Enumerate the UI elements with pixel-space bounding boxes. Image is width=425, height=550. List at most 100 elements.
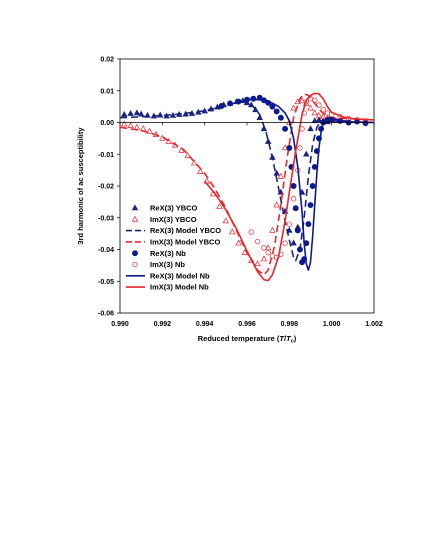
series-line bbox=[120, 100, 374, 262]
data-point bbox=[281, 144, 289, 151]
data-point bbox=[290, 239, 297, 246]
x-tick-label: 1.002 bbox=[365, 321, 383, 328]
data-point bbox=[277, 172, 285, 179]
data-point bbox=[286, 221, 292, 227]
data-point bbox=[261, 245, 267, 251]
legend-entry-label: ImX(3) Model YBCO bbox=[150, 238, 220, 247]
series-2 bbox=[120, 100, 374, 262]
data-point bbox=[121, 110, 128, 117]
legend-entry-label: ReX(3) Model Nb bbox=[150, 271, 210, 280]
y-tick-label: 0.00 bbox=[100, 120, 114, 127]
data-point bbox=[137, 110, 145, 117]
data-point bbox=[294, 227, 301, 234]
data-point bbox=[298, 97, 306, 104]
data-point bbox=[165, 137, 172, 144]
data-point bbox=[319, 113, 327, 120]
data-point bbox=[286, 144, 293, 151]
y-tick-label: -0.03 bbox=[98, 215, 114, 222]
data-point bbox=[254, 238, 261, 245]
data-point bbox=[218, 103, 225, 109]
data-point bbox=[290, 196, 297, 202]
data-point bbox=[127, 110, 134, 116]
data-point bbox=[315, 116, 323, 123]
data-point bbox=[235, 98, 242, 105]
data-point bbox=[248, 229, 254, 235]
data-point bbox=[169, 111, 177, 118]
data-point bbox=[305, 221, 312, 228]
data-point bbox=[309, 183, 316, 189]
data-point bbox=[362, 118, 369, 124]
data-point bbox=[252, 106, 259, 113]
data-point bbox=[265, 250, 271, 256]
data-point bbox=[320, 107, 326, 113]
data-point bbox=[222, 217, 230, 224]
data-point bbox=[273, 108, 280, 115]
data-point bbox=[282, 125, 289, 132]
data-point bbox=[307, 125, 314, 132]
legend-entry-label: ReX(3) Model YBCO bbox=[150, 226, 221, 235]
data-point bbox=[269, 226, 276, 233]
data-point bbox=[133, 123, 141, 130]
data-point bbox=[316, 102, 322, 108]
data-point bbox=[311, 109, 318, 116]
legend-entry-label: ReX(3) YBCO bbox=[150, 204, 198, 213]
legend-swatch bbox=[132, 250, 138, 257]
data-point bbox=[282, 240, 288, 246]
y-axis-label: 3rd harmonic of ac susceptibility bbox=[76, 127, 85, 245]
data-point bbox=[307, 202, 314, 208]
data-point bbox=[140, 125, 147, 132]
data-point bbox=[297, 145, 303, 151]
data-point bbox=[254, 260, 261, 267]
y-tick-label: -0.01 bbox=[98, 152, 114, 159]
y-tick-label: -0.06 bbox=[98, 311, 114, 318]
axes: 0.990 0.992 0.994 0.996 0.998 1.000 1.002 0.02 0… bbox=[98, 57, 383, 329]
x-tick-label: 0.994 bbox=[196, 321, 214, 328]
data-point bbox=[290, 183, 297, 189]
y-tick-label: -0.04 bbox=[98, 247, 114, 254]
legend-entry-label: ReX(3) Nb bbox=[150, 249, 186, 258]
y-tick-label: 0.01 bbox=[100, 88, 114, 95]
data-point bbox=[228, 228, 236, 235]
series-4 bbox=[218, 94, 369, 266]
data-point bbox=[273, 201, 280, 208]
data-point bbox=[303, 150, 310, 157]
data-point bbox=[197, 168, 204, 174]
data-point bbox=[292, 205, 299, 212]
legend-swatch bbox=[132, 261, 138, 268]
data-point bbox=[227, 100, 234, 107]
x-tick-label: 0.996 bbox=[238, 321, 256, 328]
series-7 bbox=[204, 92, 374, 282]
data-point bbox=[248, 257, 255, 263]
data-point bbox=[312, 97, 318, 103]
data-point bbox=[178, 146, 185, 153]
data-point bbox=[277, 114, 284, 121]
data-point bbox=[184, 152, 191, 159]
x-axis-label: Reduced temperature (T/Tc) bbox=[198, 334, 297, 345]
data-point bbox=[307, 104, 314, 111]
y-tick-label: 0.02 bbox=[100, 57, 114, 64]
data-point bbox=[260, 255, 268, 262]
series-line bbox=[246, 98, 374, 271]
data-point bbox=[133, 109, 141, 116]
legend-entry-label: ImX(3) YBCO bbox=[150, 215, 197, 224]
x-tick-label: 0.998 bbox=[281, 321, 299, 328]
data-point bbox=[296, 246, 303, 253]
legend-entry-label: ImX(3) Nb bbox=[150, 260, 185, 269]
series-6 bbox=[246, 98, 374, 271]
data-point bbox=[190, 159, 198, 166]
data-point bbox=[315, 111, 323, 118]
data-point bbox=[264, 244, 272, 251]
series-line bbox=[204, 92, 374, 282]
x-tick-label: 0.990 bbox=[111, 321, 129, 328]
data-point bbox=[290, 104, 297, 111]
legend-swatch bbox=[131, 215, 139, 222]
y-tick-label: -0.02 bbox=[98, 184, 114, 191]
legend-swatch bbox=[131, 204, 139, 211]
x-tick-label: 0.992 bbox=[154, 321, 172, 328]
legend: ReX(3) YBCO ImX(3) YBCO ReX(3) Model YBCO I… bbox=[126, 204, 221, 292]
data-point bbox=[127, 122, 134, 128]
data-point bbox=[216, 203, 223, 209]
data-point bbox=[146, 127, 153, 134]
data-point bbox=[121, 120, 128, 127]
